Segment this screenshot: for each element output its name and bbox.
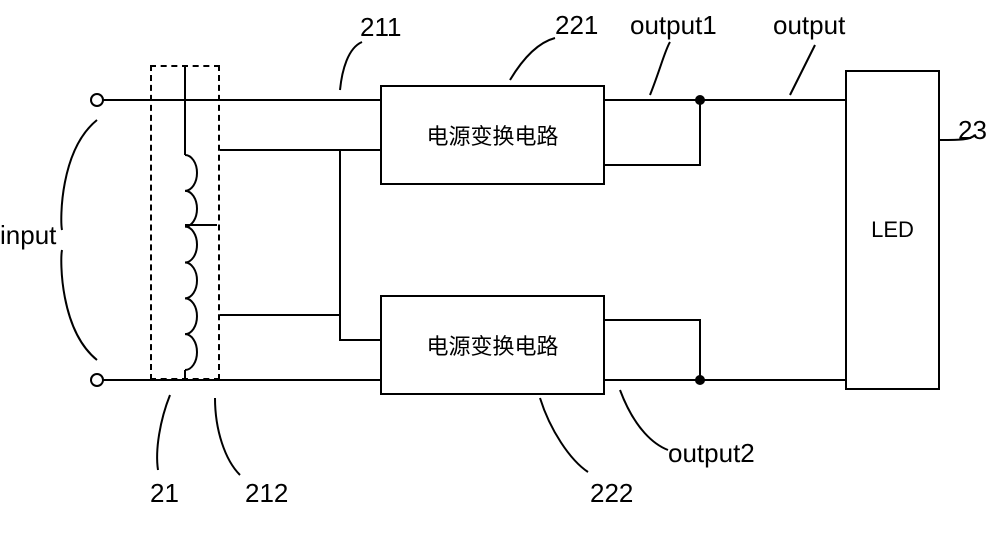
converter-box-top: 电源变换电路 xyxy=(380,85,605,185)
led-label: LED xyxy=(871,217,914,243)
input-dashed-group xyxy=(150,65,220,380)
label-212: 212 xyxy=(245,478,288,509)
label-222: 222 xyxy=(590,478,633,509)
label-21: 21 xyxy=(150,478,179,509)
converter-bottom-label: 电源变换电路 xyxy=(426,329,558,361)
label-output2: output2 xyxy=(668,438,755,469)
circuit-diagram: 电源变换电路 电源变换电路 LED input 211 221 output1 … xyxy=(0,0,1000,539)
converter-top-label: 电源变换电路 xyxy=(426,119,558,151)
label-221: 221 xyxy=(555,10,598,41)
label-input: input xyxy=(0,220,56,251)
label-211: 211 xyxy=(360,12,401,43)
label-output: output xyxy=(773,10,845,41)
led-box: LED xyxy=(845,70,940,390)
converter-box-bottom: 电源变换电路 xyxy=(380,295,605,395)
label-23: 23 xyxy=(958,115,987,146)
label-output1: output1 xyxy=(630,10,717,41)
